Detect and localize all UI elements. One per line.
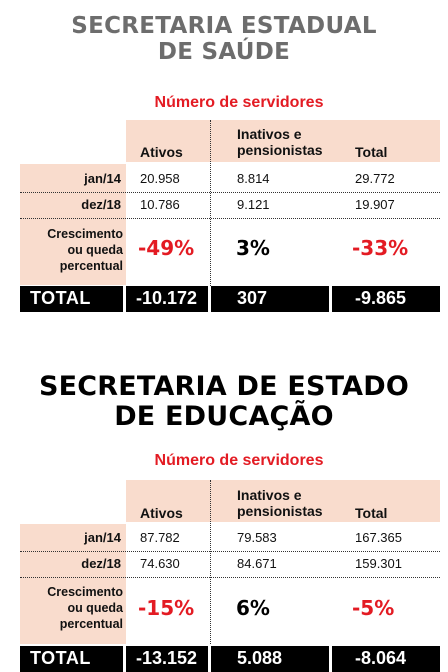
cell-total: 159.301 <box>355 556 402 571</box>
cell-inativos: 84.671 <box>237 556 277 571</box>
title-line-1: SECRETARIA ESTADUAL <box>71 13 377 39</box>
column-header-ativos: Ativos <box>140 144 183 160</box>
cell-inativos: 8.814 <box>237 171 270 186</box>
panel-title: SECRETARIA ESTADUAL DE SAÚDE <box>0 13 448 66</box>
total-bar: TOTAL -10.172 307 -9.865 <box>20 286 440 312</box>
total-label: TOTAL <box>30 648 91 668</box>
cell-ativos: 20.958 <box>140 171 180 186</box>
total-inativos: 5.088 <box>237 648 283 668</box>
column-header-inativos-line-2: pensionistas <box>237 503 323 519</box>
column-divider <box>210 120 211 286</box>
row-divider <box>20 218 440 219</box>
total-total: -8.064 <box>355 648 407 668</box>
column-header-inativos: Inativos e pensionistas <box>237 487 323 519</box>
growth-ativos: -15% <box>138 596 195 620</box>
title-line-2: DE EDUCAÇÃO <box>114 401 334 433</box>
row-divider <box>20 192 440 193</box>
growth-label-line-1: Crescimento <box>47 227 123 241</box>
cell-inativos: 79.583 <box>237 530 277 545</box>
growth-label-line-2: ou queda <box>67 243 123 257</box>
column-header-total: Total <box>355 144 388 160</box>
total-separator <box>208 286 211 312</box>
cell-total: 29.772 <box>355 171 395 186</box>
row-label-dez18: dez/18 <box>81 197 121 212</box>
cell-total: 167.365 <box>355 530 402 545</box>
growth-ativos: -49% <box>138 236 195 260</box>
cell-total: 19.907 <box>355 197 395 212</box>
column-header-inativos: Inativos e pensionistas <box>237 126 323 158</box>
panel-title: SECRETARIA DE ESTADO DE EDUCAÇÃO <box>0 371 448 433</box>
row-label-jan14: jan/14 <box>84 530 121 545</box>
total-separator <box>329 286 332 312</box>
title-line-2: DE SAÚDE <box>157 38 291 65</box>
growth-row-label: Crescimento ou queda percentual <box>22 226 123 274</box>
row-label-shade <box>20 164 126 285</box>
row-label-shade <box>20 524 126 644</box>
total-total: -9.865 <box>355 288 407 308</box>
total-label: TOTAL <box>30 288 91 308</box>
total-separator <box>123 286 126 312</box>
column-header-inativos-line-1: Inativos e <box>237 487 302 503</box>
cell-ativos: 74.630 <box>140 556 180 571</box>
growth-inativos: 6% <box>236 596 270 620</box>
total-separator <box>329 646 332 672</box>
column-header-ativos: Ativos <box>140 505 183 521</box>
growth-label-line-3: percentual <box>59 617 123 631</box>
panel-saude: SECRETARIA ESTADUAL DE SAÚDE Número de s… <box>0 0 448 330</box>
growth-label-line-1: Crescimento <box>47 585 123 599</box>
total-inativos: 307 <box>237 288 268 308</box>
row-label-dez18: dez/18 <box>81 556 121 571</box>
column-header-total: Total <box>355 505 388 521</box>
growth-row-label: Crescimento ou queda percentual <box>22 584 123 632</box>
title-line-1: SECRETARIA DE ESTADO <box>38 371 410 402</box>
growth-total: -33% <box>352 236 409 260</box>
total-separator <box>208 646 211 672</box>
total-bar: TOTAL -13.152 5.088 -8.064 <box>20 646 440 672</box>
total-separator <box>123 646 126 672</box>
column-divider <box>210 480 211 644</box>
column-header-shade <box>126 480 440 522</box>
total-ativos: -13.152 <box>136 648 198 668</box>
column-header-shade <box>126 120 440 162</box>
growth-total: -5% <box>352 596 395 620</box>
cell-inativos: 9.121 <box>237 197 270 212</box>
column-header-inativos-line-2: pensionistas <box>237 142 323 158</box>
table-subtitle: Número de servidores <box>154 94 324 111</box>
row-divider <box>20 577 440 578</box>
growth-label-line-3: percentual <box>59 259 123 273</box>
table-subtitle: Número de servidores <box>154 452 324 469</box>
row-label-jan14: jan/14 <box>84 171 121 186</box>
growth-inativos: 3% <box>236 236 270 260</box>
panel-educacao: SECRETARIA DE ESTADO DE EDUCAÇÃO Número … <box>0 368 448 672</box>
growth-label-line-2: ou queda <box>67 601 123 615</box>
column-header-inativos-line-1: Inativos e <box>237 126 302 142</box>
cell-ativos: 10.786 <box>140 197 180 212</box>
row-divider <box>20 551 440 552</box>
cell-ativos: 87.782 <box>140 530 180 545</box>
total-ativos: -10.172 <box>136 288 198 308</box>
